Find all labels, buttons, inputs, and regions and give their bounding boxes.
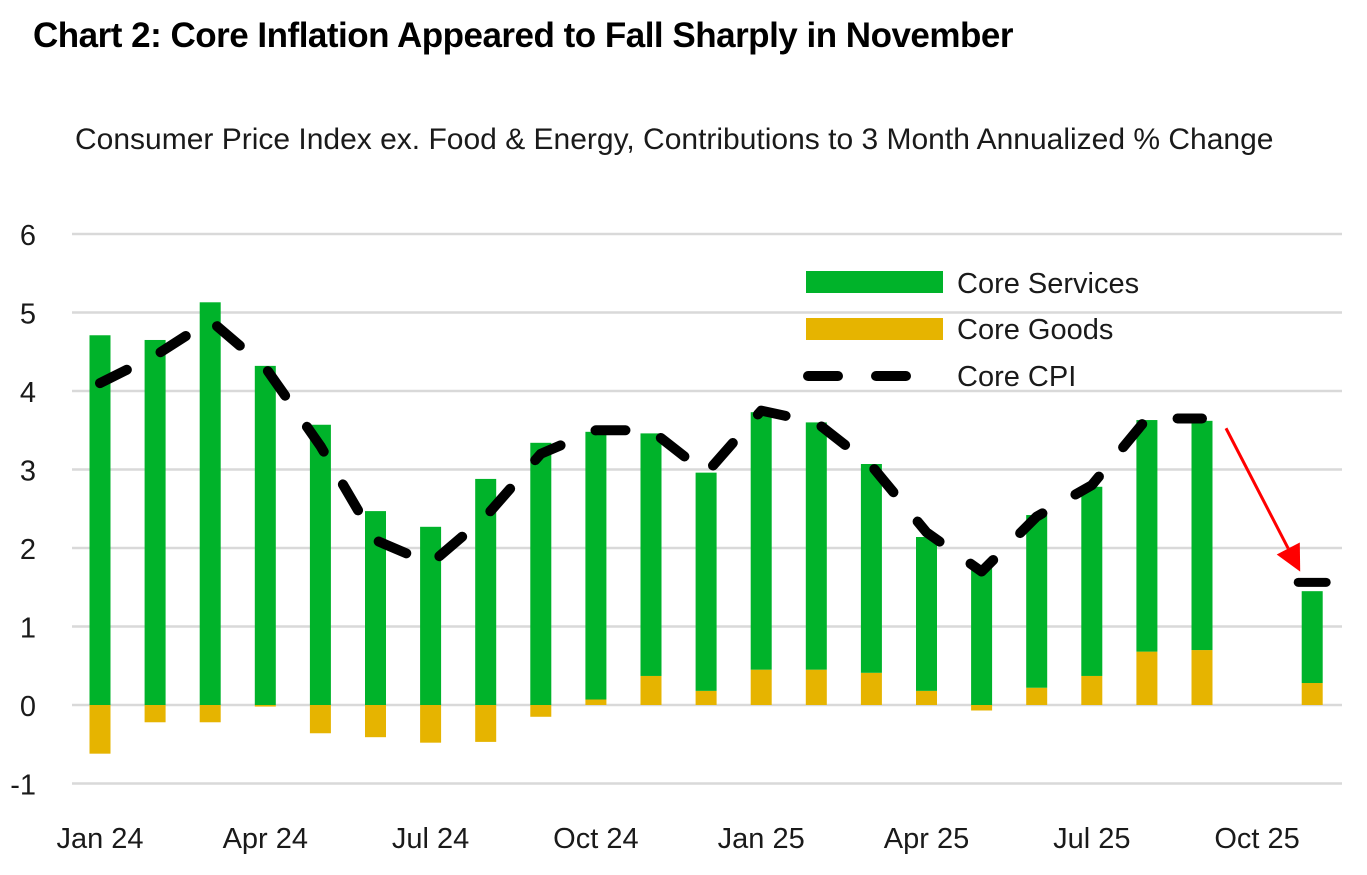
y-tick-label: 6 [20, 220, 36, 252]
bar-core-goods [144, 705, 166, 723]
y-tick-label: -1 [10, 770, 36, 802]
bar-core-goods [254, 705, 276, 707]
bar-core-services [420, 526, 442, 705]
bar-core-services [530, 442, 552, 705]
y-tick-label: 4 [20, 377, 36, 409]
bar-core-goods [420, 705, 442, 743]
x-tick-label: Jul 24 [392, 823, 469, 855]
core-cpi-line-segment [95, 315, 1207, 577]
legend-swatch-core-goods [806, 318, 943, 340]
bar-core-services [309, 424, 331, 705]
bar-core-goods [750, 669, 772, 705]
bar-core-goods [1026, 687, 1048, 705]
y-axis-ticks: 6 5 4 3 2 1 0 -1 [10, 220, 36, 802]
bar-core-goods [916, 690, 937, 705]
y-tick-label: 3 [20, 456, 36, 488]
bar-core-goods [530, 705, 552, 717]
legend-label-core-goods: Core Goods [957, 314, 1113, 346]
core-cpi-line [95, 315, 1331, 587]
y-tick-label: 1 [20, 613, 36, 645]
bar-core-services [89, 335, 111, 705]
bar-core-services [1081, 486, 1103, 676]
bar-core-services [805, 422, 827, 670]
x-tick-label: Jul 25 [1053, 823, 1130, 855]
y-tick-label: 2 [20, 534, 36, 566]
bar-core-services [1301, 591, 1323, 684]
bar-core-services [695, 472, 717, 691]
bar-core-goods [640, 675, 662, 705]
legend-label-core-services: Core Services [957, 268, 1139, 300]
bar-core-goods [971, 705, 993, 711]
arrow-annotation-head [1276, 542, 1301, 572]
bar-core-goods [1191, 650, 1213, 705]
x-tick-label: Jan 25 [718, 823, 805, 855]
bar-core-services [365, 511, 386, 705]
bar-core-goods [585, 699, 607, 705]
bar-core-services [585, 431, 607, 700]
bar-core-services [144, 339, 166, 705]
x-tick-label: Apr 24 [223, 823, 308, 855]
bar-core-goods [199, 705, 221, 723]
y-tick-label: 5 [20, 299, 36, 331]
annotations [1224, 427, 1301, 572]
bar-core-services [916, 537, 937, 691]
arrow-annotation-shaft [1224, 427, 1290, 550]
bar-core-goods [805, 669, 827, 705]
bar-core-goods [475, 705, 497, 742]
bar-core-goods [1301, 683, 1323, 705]
bar-core-goods [309, 705, 331, 734]
bar-core-services [971, 567, 993, 705]
x-tick-label: Jan 24 [56, 823, 143, 855]
bar-core-goods [89, 705, 111, 754]
legend-swatch-core-services [806, 271, 943, 293]
bar-core-goods [860, 672, 882, 705]
legend-label-core-cpi: Core CPI [957, 361, 1076, 393]
x-tick-label: Apr 25 [884, 823, 969, 855]
x-axis-ticks: Jan 24 Apr 24 Jul 24 Oct 24 Jan 25 Apr 25 Jul … [56, 823, 1299, 855]
bar-core-services [750, 412, 772, 670]
bar-core-goods [1136, 651, 1158, 705]
bar-core-goods [695, 690, 717, 705]
bar-core-services [1136, 420, 1158, 652]
legend: Core Services Core Goods Core CPI [803, 268, 1139, 393]
y-tick-label: 0 [20, 691, 36, 723]
bar-core-goods [1081, 675, 1103, 705]
bar-core-services [475, 478, 497, 705]
chart-title: Chart 2: Core Inflation Appeared to Fall… [33, 16, 1013, 55]
bar-core-services [860, 464, 882, 673]
x-tick-label: Oct 24 [553, 823, 638, 855]
bar-core-services [254, 365, 276, 705]
bar-core-services [1191, 420, 1213, 651]
bar-core-goods [365, 705, 386, 738]
x-tick-label: Oct 25 [1214, 823, 1299, 855]
bars [89, 302, 1323, 754]
bar-core-services [640, 433, 662, 676]
bar-core-services [199, 302, 221, 705]
bar-core-services [1026, 515, 1048, 688]
chart-subtitle: Consumer Price Index ex. Food & Energy, … [75, 123, 1274, 156]
